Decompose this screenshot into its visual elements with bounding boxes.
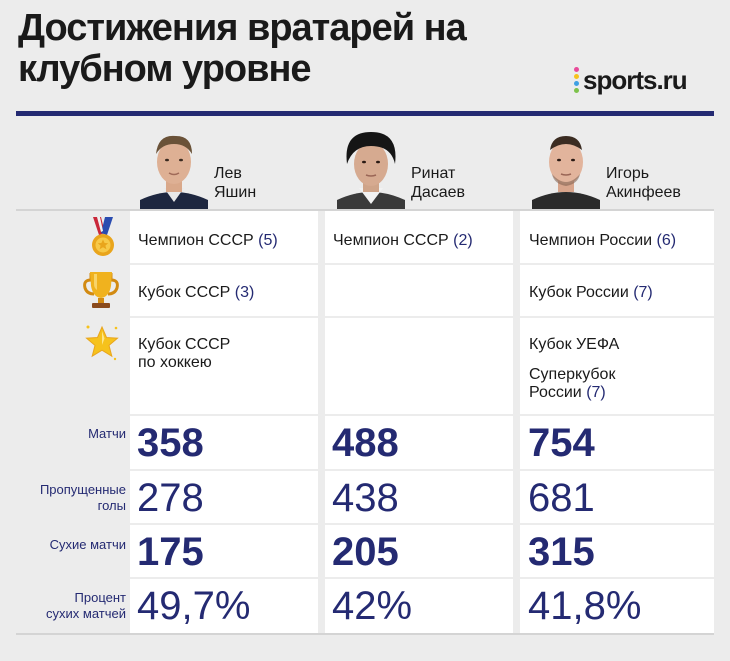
achievement-label: Чемпион России: [529, 232, 653, 249]
achievement-count: (5): [258, 232, 278, 249]
brand-dot: [574, 81, 579, 86]
brand-dot: [574, 88, 579, 93]
achievement-label: Чемпион СССР: [138, 232, 254, 249]
row-divider: [16, 414, 714, 416]
stat-value: 438: [332, 476, 399, 520]
achievement-label: Кубок УЕФА: [529, 336, 620, 353]
player-last-name: Акинфеев: [606, 184, 681, 201]
column-panel-akinfeev: [520, 211, 714, 633]
row-divider: [16, 469, 714, 471]
achievement-count: (6): [656, 232, 677, 249]
player-name: Лев Яшин: [214, 164, 256, 202]
title-divider: [16, 111, 714, 116]
stat-label-line: голы: [97, 498, 126, 513]
stat-value: 42%: [332, 584, 413, 628]
player-dasaev: Ринат Дасаев: [333, 124, 513, 210]
player-last-name: Яшин: [214, 184, 257, 201]
stat-value: 754: [528, 421, 595, 465]
achievement-count: (7): [586, 384, 606, 401]
stat-value: 205: [332, 530, 399, 574]
achievement-label: России: [529, 384, 582, 401]
player-name: Ринат Дасаев: [411, 164, 465, 202]
player-yashin: Лев Яшин: [136, 124, 316, 210]
stat-label-line: Сухие матчи: [49, 537, 126, 552]
stat-value: 681: [528, 476, 595, 520]
stat-value: 49,7%: [137, 584, 251, 628]
stat-label-clean-sheets: Сухие матчи: [16, 537, 126, 553]
achievement-count: (2): [453, 232, 473, 249]
stat-label-line: Пропущенные: [39, 482, 126, 497]
achievement-label: Кубок СССР: [138, 284, 231, 301]
achievement-label: Кубок СССР: [138, 336, 231, 353]
stat-value: 315: [528, 530, 595, 574]
stat-label-line: сухих матчей: [46, 606, 126, 621]
brand-dot: [574, 67, 579, 72]
other-yashin: Кубок СССР по хоккею: [138, 336, 230, 372]
column-panel-yashin: [130, 211, 318, 633]
achievement-count: (3): [234, 284, 255, 301]
brand-dots: [574, 67, 579, 93]
player-first-name: Ринат: [411, 165, 456, 182]
achievement-label: по хоккею: [138, 354, 212, 371]
stat-label-matches: Матчи: [16, 426, 126, 442]
row-divider: [16, 523, 714, 525]
achievement-label: Кубок России: [529, 284, 629, 301]
stat-label-line: Матчи: [88, 426, 126, 441]
stat-value: 278: [137, 476, 204, 520]
row-divider: [16, 263, 714, 265]
stat-label-clean-sheet-percent: Процент сухих матчей: [16, 590, 126, 622]
stat-value: 41,8%: [528, 584, 642, 628]
row-divider: [16, 577, 714, 579]
page-title: Достижения вратарей на клубном уровне: [18, 7, 467, 90]
star-icon: [84, 323, 120, 368]
player-akinfeev: Игорь Акинфеев: [528, 124, 708, 210]
row-divider: [16, 209, 714, 211]
player-last-name: Дасаев: [411, 184, 466, 201]
championship-dasaev: Чемпион СССР (2): [333, 231, 473, 251]
championship-akinfeev: Чемпион России (6): [529, 231, 676, 251]
cup-yashin: Кубок СССР (3): [138, 283, 254, 303]
cup-akinfeev: Кубок России (7): [529, 283, 653, 303]
player-photo: [136, 124, 212, 210]
row-divider: [16, 316, 714, 318]
column-panel-dasaev: [325, 211, 513, 633]
championship-yashin: Чемпион СССР (5): [138, 231, 278, 251]
stat-label-goals-conceded: Пропущенные голы: [16, 482, 126, 514]
stat-value: 175: [137, 530, 204, 574]
other-akinfeev-supercup: Суперкубок России (7): [529, 366, 615, 402]
medal-icon: [88, 217, 118, 264]
other-akinfeev-uefa: Кубок УЕФА: [529, 336, 619, 354]
player-first-name: Игорь: [606, 165, 650, 182]
trophy-icon: [82, 270, 120, 317]
achievement-count: (7): [633, 284, 653, 301]
stat-value: 488: [332, 421, 399, 465]
player-photo: [333, 124, 409, 210]
brand-name: sports.ru: [583, 64, 688, 95]
achievement-label: Чемпион СССР: [333, 232, 449, 249]
achievement-label: Суперкубок: [529, 366, 616, 383]
player-name: Игорь Акинфеев: [606, 164, 681, 202]
stat-value: 358: [137, 421, 204, 465]
stat-label-line: Процент: [74, 590, 126, 605]
player-first-name: Лев: [214, 165, 242, 182]
brand-dot: [574, 74, 579, 79]
row-divider: [16, 633, 714, 635]
player-photo: [528, 124, 604, 210]
brand-logo: sports.ru: [574, 64, 688, 95]
